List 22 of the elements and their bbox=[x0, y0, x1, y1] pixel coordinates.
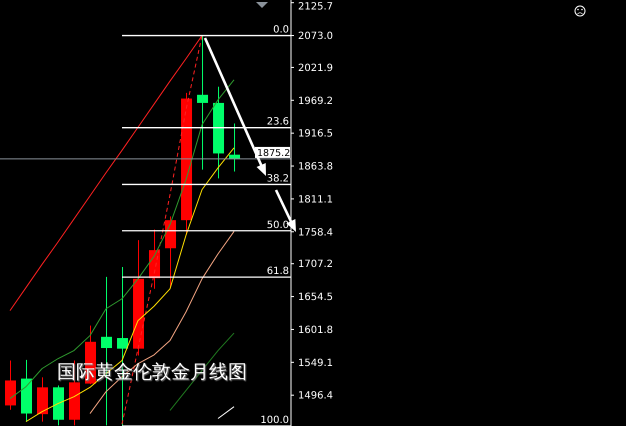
y-tick-label: 1758.4 bbox=[298, 227, 333, 238]
annotation: 50.0 bbox=[266, 220, 289, 231]
y-tick-label: 1549.1 bbox=[298, 358, 333, 369]
y-tick-label: 1654.5 bbox=[298, 292, 333, 304]
y-tick-label: 1811.1 bbox=[298, 194, 333, 206]
y-tick-label: 2073.0 bbox=[298, 31, 333, 42]
ref-line-label: 1875.2 bbox=[257, 148, 290, 159]
y-tick-label: 2125.7 bbox=[298, 2, 333, 12]
y-tick-label: 1916.5 bbox=[298, 128, 333, 140]
annotation: 61.8 bbox=[266, 266, 289, 278]
candlestick bbox=[197, 35, 208, 170]
y-tick-label: 1863.8 bbox=[298, 162, 333, 173]
y-tick-label: 1969.2 bbox=[298, 96, 333, 107]
annotation: 38.2 bbox=[266, 173, 289, 184]
annotation: 100.0 bbox=[260, 415, 289, 426]
y-tick-label: 1707.2 bbox=[298, 259, 333, 270]
annotation: 0.0 bbox=[273, 24, 289, 36]
annotation: 23.6 bbox=[266, 116, 289, 128]
y-tick-label: 1601.8 bbox=[298, 324, 333, 336]
candlestick bbox=[229, 122, 240, 172]
y-tick-label: 2021.9 bbox=[298, 62, 333, 74]
y-tick-label: 1496.4 bbox=[298, 390, 333, 402]
